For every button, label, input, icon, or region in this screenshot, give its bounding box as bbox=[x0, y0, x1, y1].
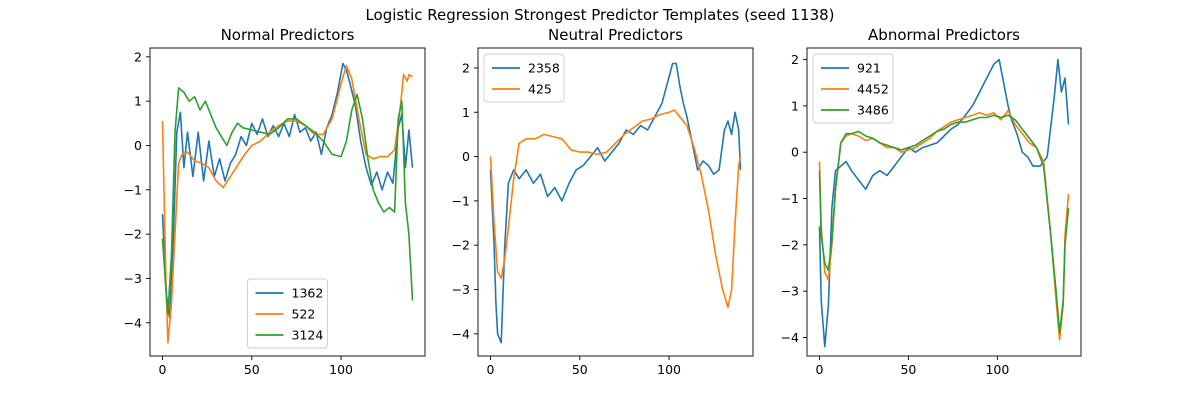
legend-box bbox=[812, 53, 894, 124]
y-tick-label: −1 bbox=[124, 182, 142, 197]
series-line-3124 bbox=[161, 87, 414, 315]
series-line-3486 bbox=[818, 114, 1070, 334]
y-tick-label: −2 bbox=[124, 227, 142, 242]
legend: 1362 522 3124 bbox=[247, 278, 328, 349]
legend-label: 3124 bbox=[292, 328, 324, 343]
series-line-1362 bbox=[161, 62, 414, 320]
y-tick-label: 1 bbox=[462, 105, 470, 120]
legend-label: 4452 bbox=[857, 82, 889, 97]
legend-label: 1362 bbox=[292, 286, 324, 301]
legend-box bbox=[483, 53, 565, 103]
x-tick-label: 50 bbox=[900, 362, 916, 377]
y-tick-label: −4 bbox=[781, 330, 799, 345]
x-tick-label: 50 bbox=[244, 362, 260, 377]
legend-label: 425 bbox=[528, 82, 552, 97]
y-tick-label: −2 bbox=[452, 238, 470, 253]
y-tick-label: 0 bbox=[462, 149, 470, 164]
legend-label: 2358 bbox=[528, 61, 560, 76]
y-tick-label: 1 bbox=[791, 98, 799, 113]
axes-frame bbox=[477, 47, 754, 357]
x-tick-label: 100 bbox=[329, 362, 353, 377]
y-tick-label: 1 bbox=[134, 94, 142, 109]
y-tick-label: 2 bbox=[791, 52, 799, 67]
subplot-1: Normal Predictors 0 50 100 −4 −3 −2 −1 0 1 2 1362 52… bbox=[124, 26, 426, 377]
y-tick-label: −1 bbox=[452, 193, 470, 208]
y-tick-label: −3 bbox=[452, 282, 470, 297]
legend-label: 921 bbox=[857, 61, 881, 76]
series-group bbox=[818, 58, 1070, 348]
y-tick-label: −1 bbox=[781, 191, 799, 206]
x-tick-label: 0 bbox=[159, 362, 167, 377]
y-tick-label: 0 bbox=[791, 145, 799, 160]
axes-frame bbox=[149, 47, 426, 357]
x-tick-label: 100 bbox=[985, 362, 1009, 377]
series-group bbox=[161, 62, 414, 344]
x-tick-label: 0 bbox=[815, 362, 823, 377]
series-group bbox=[489, 62, 742, 344]
legend: 2358 425 bbox=[483, 53, 565, 103]
subplot-title: Normal Predictors bbox=[221, 26, 355, 44]
y-tick-label: −3 bbox=[781, 284, 799, 299]
y-tick-label: 0 bbox=[134, 138, 142, 153]
y-tick-label: 2 bbox=[462, 60, 470, 75]
y-tick-label: −4 bbox=[452, 326, 470, 341]
y-tick-label: −3 bbox=[124, 271, 142, 286]
x-tick-label: 50 bbox=[572, 362, 588, 377]
legend: 921 4452 3486 bbox=[812, 53, 894, 124]
series-line-2358 bbox=[489, 62, 742, 344]
y-tick-label: −4 bbox=[124, 315, 142, 330]
legend-label: 522 bbox=[292, 307, 316, 322]
axes-frame bbox=[806, 47, 1082, 357]
x-tick-label: 0 bbox=[487, 362, 495, 377]
y-tick-label: −2 bbox=[781, 237, 799, 252]
subplot-title: Neutral Predictors bbox=[548, 26, 683, 44]
x-tick-label: 100 bbox=[657, 362, 681, 377]
series-line-921 bbox=[818, 58, 1070, 348]
subplot-title: Abnormal Predictors bbox=[868, 26, 1020, 44]
subplot-3: Abnormal Predictors 0 50 100 −4 −3 −2 −1 0 1 2 921 4… bbox=[781, 26, 1082, 377]
subplot-2: Neutral Predictors 0 50 100 −4 −3 −2 −1 0 1 2 2358 4… bbox=[452, 26, 754, 377]
legend-box bbox=[247, 278, 328, 349]
legend-label: 3486 bbox=[857, 103, 889, 118]
series-line-425 bbox=[489, 109, 742, 309]
y-tick-label: 2 bbox=[134, 49, 142, 64]
figure-title: Logistic Regression Strongest Predictor … bbox=[365, 6, 834, 24]
